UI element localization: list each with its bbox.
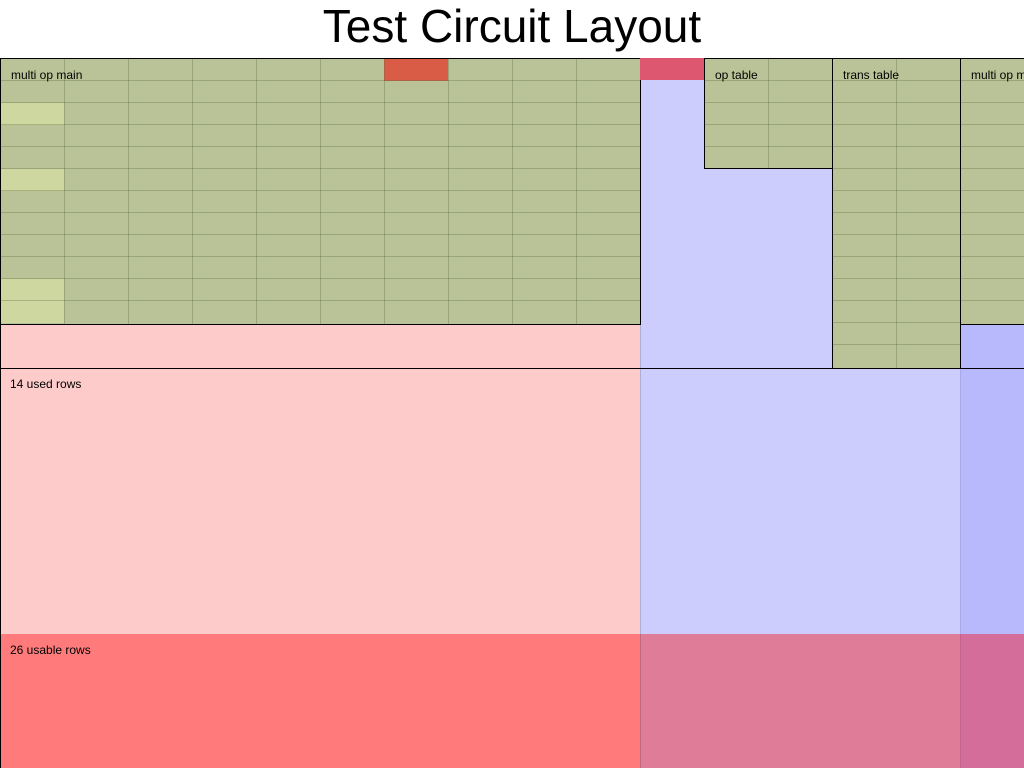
unusable-fixed-region [960, 634, 1024, 768]
region-multi-op-right: multi op m [960, 58, 1024, 325]
selector-cell [384, 59, 448, 81]
region-label: trans table [843, 68, 900, 82]
used-rows-label: 14 used rows [10, 377, 82, 391]
region-op-table: op table [704, 58, 833, 169]
used-rows-divider [0, 368, 1024, 369]
diagram-title: Test Circuit Layout [322, 0, 702, 52]
unusable-rows-region [0, 634, 640, 768]
highlight-cell [1, 103, 64, 125]
region-label: multi op main [11, 68, 83, 82]
column-divider [960, 324, 961, 768]
region-label: op table [715, 68, 758, 82]
region-multi-op-main: multi op main [0, 58, 641, 325]
highlight-cell [1, 279, 64, 323]
used-rows-region [0, 324, 640, 634]
selector-cell [640, 58, 704, 80]
fixed-column-region [960, 324, 1024, 634]
region-trans-table: trans table [832, 58, 961, 369]
unusable-advice-region [640, 634, 960, 768]
highlight-cell [1, 169, 64, 191]
column-divider [640, 324, 641, 768]
circuit-layout: multi op main op table trans table [0, 58, 1024, 768]
region-label: multi op m [971, 68, 1024, 82]
usable-rows-label: 26 usable rows [10, 643, 91, 657]
